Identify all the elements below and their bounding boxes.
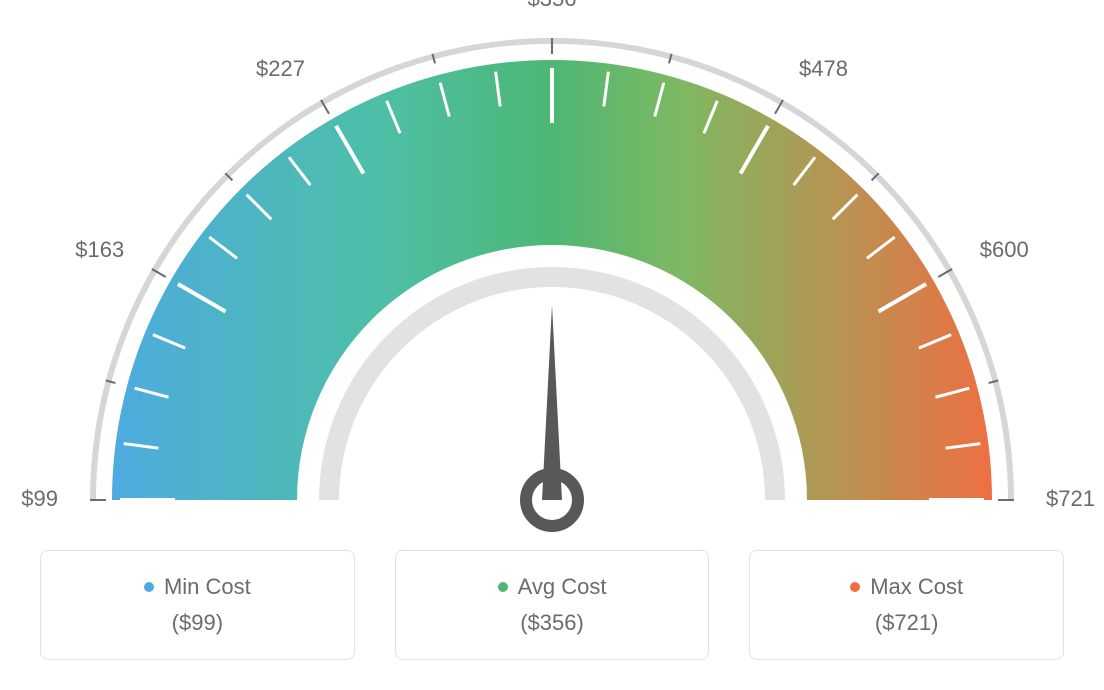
legend-dot bbox=[498, 582, 508, 592]
legend-value: ($356) bbox=[520, 610, 584, 636]
legend-title: Min Cost bbox=[144, 574, 251, 600]
legend-title: Max Cost bbox=[850, 574, 963, 600]
legend-card: Max Cost ($721) bbox=[749, 550, 1064, 660]
legend-row: Min Cost ($99) Avg Cost ($356) Max Cost ($721… bbox=[0, 550, 1104, 660]
tick-label: $600 bbox=[980, 237, 1029, 262]
tick-label: $227 bbox=[256, 56, 305, 81]
gauge-chart: $99 $163 $227 $356 $478 $600 $721 bbox=[0, 0, 1104, 540]
tick-label: $721 bbox=[1046, 486, 1095, 511]
tick-label: $356 bbox=[528, 0, 577, 11]
legend-dot bbox=[850, 582, 860, 592]
legend-value: ($721) bbox=[875, 610, 939, 636]
tick-label: $478 bbox=[799, 56, 848, 81]
legend-label: Avg Cost bbox=[518, 574, 607, 600]
legend-title: Avg Cost bbox=[498, 574, 607, 600]
legend-dot bbox=[144, 582, 154, 592]
tick-label: $99 bbox=[21, 486, 58, 511]
tick-label: $163 bbox=[75, 237, 124, 262]
legend-label: Min Cost bbox=[164, 574, 251, 600]
gauge-svg: $99 $163 $227 $356 $478 $600 $721 bbox=[0, 0, 1104, 540]
legend-card: Min Cost ($99) bbox=[40, 550, 355, 660]
legend-card: Avg Cost ($356) bbox=[395, 550, 710, 660]
legend-label: Max Cost bbox=[870, 574, 963, 600]
legend-value: ($99) bbox=[172, 610, 223, 636]
